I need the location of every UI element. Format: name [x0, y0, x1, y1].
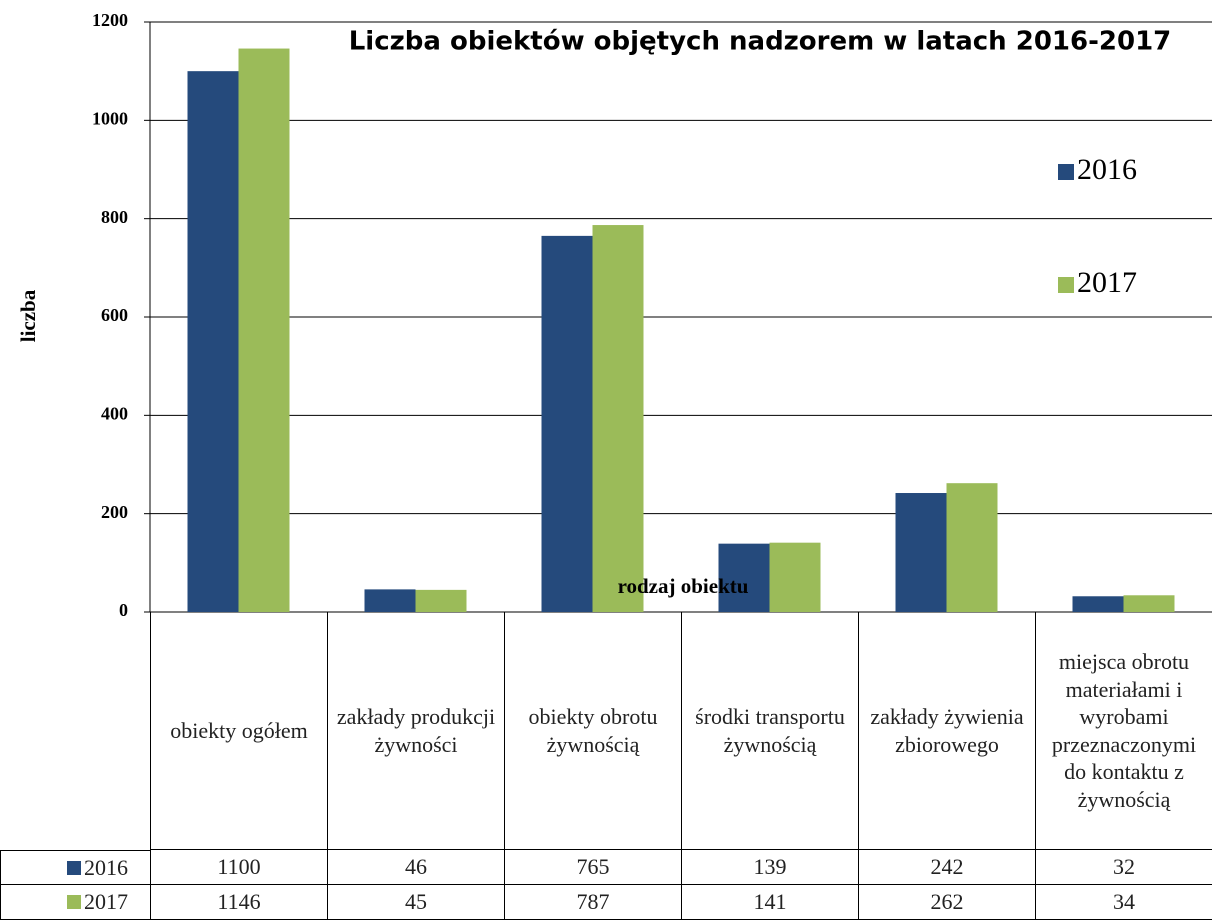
category-cell: obiekty ogółem: [150, 612, 327, 850]
bar: [718, 543, 770, 612]
legend-key: [67, 860, 81, 875]
table-value: 141: [681, 885, 858, 920]
table-value: 1100: [150, 850, 327, 885]
table-value: 262: [858, 885, 1035, 920]
y-tick-label: 0: [119, 600, 128, 620]
legend-key: [67, 895, 81, 909]
table-value: 139: [681, 850, 858, 885]
y-tick-label: 1200: [92, 10, 128, 30]
table-series: 2016: [0, 850, 150, 885]
bar: [187, 71, 239, 612]
category-cell: miejsca obrotu materiałami i wyrobami pr…: [1035, 612, 1212, 850]
table-value: 1146: [150, 885, 327, 920]
chart-title: Liczba obiektów objętych nadzorem w lata…: [349, 27, 1172, 57]
y-axis-label: liczba: [16, 289, 40, 342]
bar: [946, 483, 998, 612]
legend-key: [1058, 277, 1074, 293]
bar: [415, 589, 467, 612]
table-value: 46: [327, 850, 504, 885]
bar: [238, 48, 290, 613]
category-cell: zakłady produkcji żywności: [327, 612, 504, 850]
category-cell: zakłady żywienia zbiorowego: [858, 612, 1035, 850]
bar: [895, 493, 947, 612]
table-value: 45: [327, 885, 504, 920]
legend-label: 2017: [1077, 266, 1137, 299]
x-axis-label: rodzaj obiektu: [618, 574, 749, 598]
y-tick-label: 800: [101, 207, 128, 227]
y-tick-label: 600: [101, 305, 128, 325]
legend-label: 2016: [1077, 153, 1137, 186]
table-value: 242: [858, 850, 1035, 885]
legend-label: 2016: [84, 854, 128, 880]
legend-key: [1058, 164, 1074, 180]
bar: [541, 235, 593, 612]
table-series: 2017: [0, 885, 150, 920]
bar: [1072, 596, 1124, 612]
bar: [1123, 595, 1175, 612]
table-value: 32: [1035, 850, 1212, 885]
table-value: 34: [1035, 885, 1212, 920]
category-cell: obiekty obrotu żywnością: [504, 612, 681, 850]
legend-label: 2017: [84, 889, 128, 915]
y-tick-label: 200: [101, 502, 128, 522]
y-tick-label: 400: [101, 403, 128, 423]
bar: [364, 589, 416, 612]
category-cell: środki transportu żywnością: [681, 612, 858, 850]
table-value: 787: [504, 885, 681, 920]
table-value: 765: [504, 850, 681, 885]
y-tick-label: 1000: [92, 108, 128, 128]
bar: [592, 225, 644, 612]
bar: [769, 542, 821, 612]
